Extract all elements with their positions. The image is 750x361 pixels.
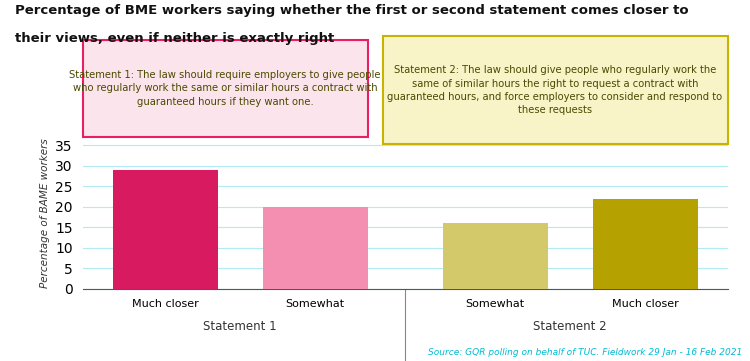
Text: Statement 2: The law should give people who regularly work the
same of similar h: Statement 2: The law should give people … <box>388 65 722 115</box>
Y-axis label: Percentage of BAME workers: Percentage of BAME workers <box>40 138 50 288</box>
Text: their views, even if neither is exactly right: their views, even if neither is exactly … <box>15 32 334 45</box>
Text: Statement 1: Statement 1 <box>203 319 277 332</box>
Bar <box>262 207 368 289</box>
Bar <box>112 170 218 289</box>
Bar <box>442 223 548 289</box>
Text: Percentage of BME workers saying whether the first or second statement comes clo: Percentage of BME workers saying whether… <box>15 4 688 17</box>
Text: Source: GQR polling on behalf of TUC. Fieldwork 29 Jan - 16 Feb 2021: Source: GQR polling on behalf of TUC. Fi… <box>428 348 742 357</box>
Text: Statement 2: Statement 2 <box>533 319 607 332</box>
Bar <box>592 199 698 289</box>
Text: Statement 1: The law should require employers to give people
who regularly work : Statement 1: The law should require empl… <box>69 70 381 106</box>
